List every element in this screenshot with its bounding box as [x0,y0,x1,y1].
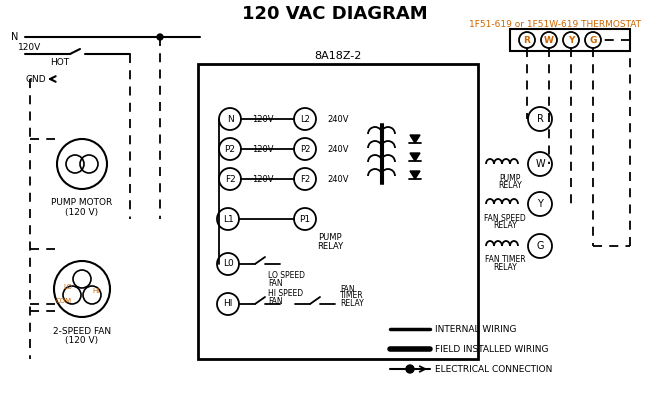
Polygon shape [410,171,420,179]
Text: FAN: FAN [268,297,283,305]
Text: GND: GND [25,75,46,83]
Text: HI: HI [223,300,232,308]
Text: RELAY: RELAY [493,262,517,272]
Circle shape [406,365,414,373]
Text: FAN: FAN [268,279,283,287]
Text: PUMP MOTOR: PUMP MOTOR [52,197,113,207]
Text: Y: Y [567,36,574,44]
Text: PUMP: PUMP [318,233,342,241]
Text: N: N [11,32,18,42]
Text: W: W [544,36,554,44]
Text: F2: F2 [224,174,235,184]
Bar [198,64,478,359]
Text: N: N [226,114,233,124]
Text: P2: P2 [299,145,310,153]
Text: COM: COM [56,298,72,304]
Text: TIMER: TIMER [340,292,364,300]
Text: INTERNAL WIRING: INTERNAL WIRING [435,324,517,334]
Text: 120V: 120V [252,174,273,184]
Bar [510,29,630,51]
Text: R: R [537,114,543,124]
Text: F2: F2 [300,174,310,184]
Text: ELECTRICAL CONNECTION: ELECTRICAL CONNECTION [435,365,552,373]
Text: 120V: 120V [252,114,273,124]
Text: FIELD INSTALLED WIRING: FIELD INSTALLED WIRING [435,344,549,354]
Text: (120 V): (120 V) [66,207,98,217]
Text: G: G [536,241,544,251]
Text: Y: Y [537,199,543,209]
Text: FAN: FAN [340,285,354,293]
Text: 120 VAC DIAGRAM: 120 VAC DIAGRAM [242,5,428,23]
Text: G: G [590,36,597,44]
Text: LO SPEED: LO SPEED [268,272,305,280]
Text: HI SPEED: HI SPEED [268,290,303,298]
Text: P1: P1 [299,215,311,223]
Text: L0: L0 [222,259,233,269]
Circle shape [157,34,163,40]
Text: FAN SPEED: FAN SPEED [484,214,526,222]
Text: P2: P2 [224,145,235,153]
Text: PUMP: PUMP [499,173,521,183]
Text: LO: LO [64,284,72,290]
Text: FAN TIMER: FAN TIMER [484,256,525,264]
Text: L1: L1 [222,215,233,223]
Text: 1F51-619 or 1F51W-619 THERMOSTAT: 1F51-619 or 1F51W-619 THERMOSTAT [469,20,641,28]
Text: W: W [535,159,545,169]
Text: 240V: 240V [327,145,348,153]
Text: (120 V): (120 V) [66,336,98,346]
Text: RELAY: RELAY [498,181,522,189]
Text: RELAY: RELAY [317,241,343,251]
Text: 240V: 240V [327,114,348,124]
Text: RELAY: RELAY [493,220,517,230]
Text: 8A18Z-2: 8A18Z-2 [314,51,362,61]
Text: HI: HI [92,288,100,294]
Text: L2: L2 [300,114,310,124]
Text: 120V: 120V [18,42,42,52]
Text: 120V: 120V [252,145,273,153]
Text: 2-SPEED FAN: 2-SPEED FAN [53,326,111,336]
Polygon shape [410,153,420,161]
Text: R: R [523,36,531,44]
Text: HOT: HOT [50,57,70,67]
Text: 240V: 240V [327,174,348,184]
Text: RELAY: RELAY [340,298,364,308]
Polygon shape [410,135,420,143]
